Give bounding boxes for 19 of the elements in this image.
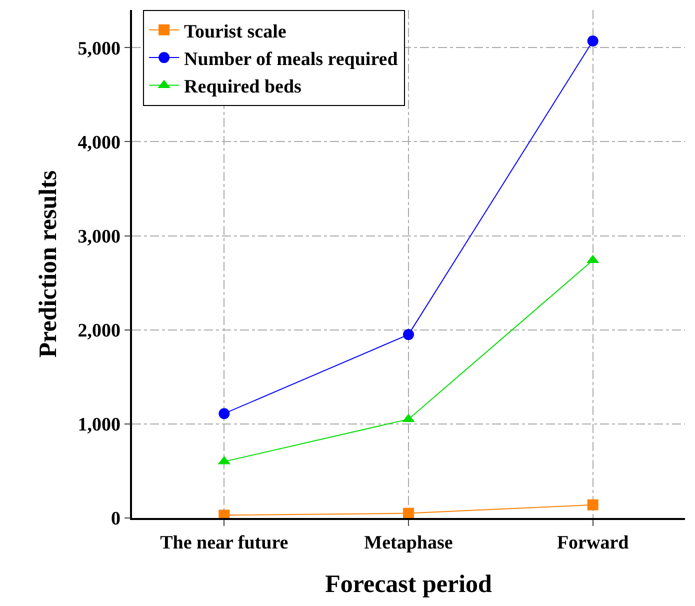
point [403,329,414,340]
y-tick-label: 0 [110,508,120,530]
legend-label: Tourist scale [184,21,286,42]
x-axis-title: Forecast period [325,571,492,598]
legend-label: Number of meals required [184,48,398,70]
point [218,408,230,420]
y-tick-label: 3,000 [78,226,120,248]
x-tick-label: Forward [556,532,630,554]
legend-label: Required beds [184,76,302,98]
y-tick-label: 4,000 [78,132,120,154]
point [587,499,598,510]
point [403,508,414,518]
y-tick-label: 2,000 [78,320,120,342]
x-tick-label: Metaphase [364,532,453,554]
y-tick-label: 1,000 [78,414,120,436]
point [587,36,598,47]
x-tick-label: The near future [160,532,288,554]
y-tick-label: 5,000 [78,38,120,60]
y-axis-title: Prediction results [34,170,62,358]
